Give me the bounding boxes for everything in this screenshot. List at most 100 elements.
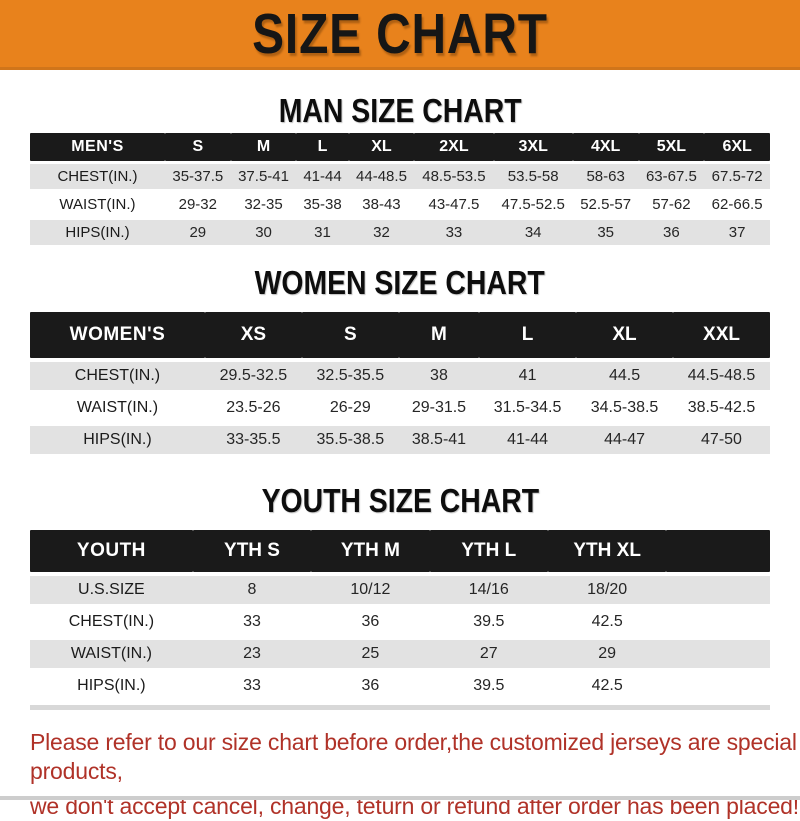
table-cell: 35.5-38.5 bbox=[301, 426, 399, 454]
column-header: 3XL bbox=[493, 133, 573, 161]
column-header: XXL bbox=[673, 312, 770, 358]
table-cell: 32-35 bbox=[230, 192, 297, 217]
women-header-row: WOMEN'S XS S M L XL XXL bbox=[30, 312, 770, 358]
column-header: S bbox=[301, 312, 399, 358]
table-cell: 41-44 bbox=[296, 164, 349, 189]
table-cell: 47.5-52.5 bbox=[493, 192, 573, 217]
table-cell: 43-47.5 bbox=[414, 192, 494, 217]
table-cell: 39.5 bbox=[429, 608, 548, 636]
table-cell: 67.5-72 bbox=[704, 164, 770, 189]
table-cell: 44-48.5 bbox=[348, 164, 415, 189]
column-header: 6XL bbox=[704, 133, 770, 161]
youth-header-label: YOUTH bbox=[30, 530, 193, 572]
table-cell: 10/12 bbox=[311, 576, 430, 604]
table-cell: 57-62 bbox=[638, 192, 705, 217]
table-cell: 53.5-58 bbox=[493, 164, 573, 189]
table-cell: 34.5-38.5 bbox=[576, 394, 673, 422]
row-label: HIPS(IN.) bbox=[30, 672, 193, 700]
table-cell: 37 bbox=[704, 220, 770, 245]
table-cell: 52.5-57 bbox=[572, 192, 639, 217]
table-cell: 30 bbox=[230, 220, 297, 245]
table-cell: 44.5-48.5 bbox=[673, 362, 770, 390]
table-cell: 35-37.5 bbox=[164, 164, 231, 189]
table-cell: 44.5 bbox=[576, 362, 673, 390]
table-cell: 58-63 bbox=[572, 164, 639, 189]
table-cell: 14/16 bbox=[429, 576, 548, 604]
table-cell: 27 bbox=[429, 640, 548, 668]
youth-table-bottom-edge bbox=[30, 705, 770, 710]
men-size-table: MEN'S S M L XL 2XL 3XL 4XL 5XL 6XL CHEST… bbox=[30, 130, 770, 248]
row-label: U.S.SIZE bbox=[30, 576, 193, 604]
table-cell: 26-29 bbox=[301, 394, 399, 422]
row-label: WAIST(IN.) bbox=[30, 394, 205, 422]
spacer-cell bbox=[666, 672, 770, 700]
banner-title: SIZE CHART bbox=[252, 1, 548, 66]
table-cell: 41 bbox=[479, 362, 577, 390]
table-cell: 44-47 bbox=[576, 426, 673, 454]
table-cell: 48.5-53.5 bbox=[414, 164, 494, 189]
spacer-cell bbox=[666, 530, 770, 572]
row-label: CHEST(IN.) bbox=[30, 164, 165, 189]
table-row: WAIST(IN.) 23 25 27 29 bbox=[30, 640, 770, 668]
table-row: U.S.SIZE 8 10/12 14/16 18/20 bbox=[30, 576, 770, 604]
column-header: 5XL bbox=[638, 133, 705, 161]
table-row: WAIST(IN.) 29-32 32-35 35-38 38-43 43-47… bbox=[30, 192, 770, 217]
table-cell: 31 bbox=[296, 220, 349, 245]
table-cell: 23 bbox=[192, 640, 312, 668]
spacer-cell bbox=[666, 576, 770, 604]
table-cell: 29 bbox=[164, 220, 231, 245]
table-cell: 36 bbox=[638, 220, 705, 245]
size-chart-banner: SIZE CHART bbox=[0, 0, 800, 70]
row-label: WAIST(IN.) bbox=[30, 640, 193, 668]
column-header: L bbox=[479, 312, 577, 358]
column-header: 4XL bbox=[572, 133, 639, 161]
table-row: CHEST(IN.) 33 36 39.5 42.5 bbox=[30, 608, 770, 636]
table-cell: 63-67.5 bbox=[638, 164, 705, 189]
youth-header-row: YOUTH YTH S YTH M YTH L YTH XL bbox=[30, 530, 770, 572]
column-header: YTH M bbox=[311, 530, 430, 572]
column-header: M bbox=[230, 133, 297, 161]
table-cell: 39.5 bbox=[429, 672, 548, 700]
table-cell: 8 bbox=[192, 576, 312, 604]
disclaimer-line-1: Please refer to our size chart before or… bbox=[30, 729, 797, 785]
table-cell: 35 bbox=[572, 220, 639, 245]
women-header-label: WOMEN'S bbox=[30, 312, 205, 358]
table-cell: 33-35.5 bbox=[204, 426, 302, 454]
table-cell: 36 bbox=[311, 608, 430, 636]
table-row: HIPS(IN.) 33 36 39.5 42.5 bbox=[30, 672, 770, 700]
column-header: YTH S bbox=[192, 530, 312, 572]
table-row: CHEST(IN.) 35-37.5 37.5-41 41-44 44-48.5… bbox=[30, 164, 770, 189]
table-cell: 41-44 bbox=[479, 426, 577, 454]
table-row: WAIST(IN.) 23.5-26 26-29 29-31.5 31.5-34… bbox=[30, 394, 770, 422]
table-cell: 38 bbox=[398, 362, 480, 390]
men-header-row: MEN'S S M L XL 2XL 3XL 4XL 5XL 6XL bbox=[30, 133, 770, 161]
table-cell: 32.5-35.5 bbox=[301, 362, 399, 390]
table-cell: 42.5 bbox=[547, 608, 667, 636]
column-header: 2XL bbox=[414, 133, 494, 161]
column-header: XL bbox=[576, 312, 673, 358]
table-cell: 38.5-41 bbox=[398, 426, 480, 454]
table-cell: 33 bbox=[414, 220, 494, 245]
column-header: S bbox=[164, 133, 231, 161]
men-section-heading: MAN SIZE CHART bbox=[278, 92, 522, 129]
row-label: HIPS(IN.) bbox=[30, 220, 165, 245]
table-cell: 29 bbox=[547, 640, 667, 668]
table-cell: 23.5-26 bbox=[204, 394, 302, 422]
table-cell: 47-50 bbox=[673, 426, 770, 454]
table-row: HIPS(IN.) 33-35.5 35.5-38.5 38.5-41 41-4… bbox=[30, 426, 770, 454]
table-cell: 29-31.5 bbox=[398, 394, 480, 422]
youth-size-table: YOUTH YTH S YTH M YTH L YTH XL U.S.SIZE … bbox=[30, 526, 770, 704]
table-cell: 25 bbox=[311, 640, 430, 668]
table-cell: 34 bbox=[493, 220, 573, 245]
table-cell: 37.5-41 bbox=[230, 164, 297, 189]
column-header: L bbox=[296, 133, 349, 161]
column-header: XS bbox=[204, 312, 302, 358]
column-header: M bbox=[398, 312, 480, 358]
column-header: YTH L bbox=[429, 530, 548, 572]
table-cell: 29-32 bbox=[164, 192, 231, 217]
table-row: HIPS(IN.) 29 30 31 32 33 34 35 36 37 bbox=[30, 220, 770, 245]
table-cell: 32 bbox=[348, 220, 415, 245]
row-label: WAIST(IN.) bbox=[30, 192, 165, 217]
spacer-cell bbox=[666, 640, 770, 668]
row-label: CHEST(IN.) bbox=[30, 608, 193, 636]
